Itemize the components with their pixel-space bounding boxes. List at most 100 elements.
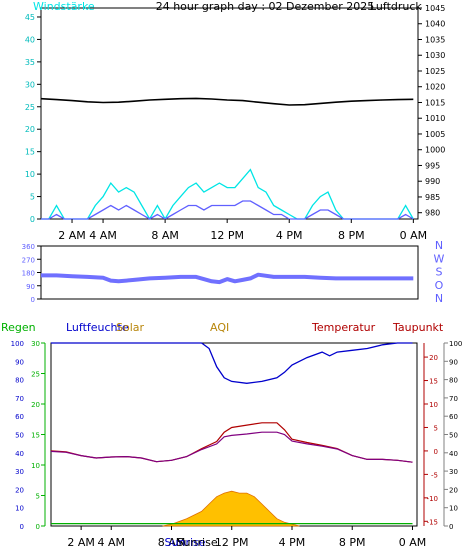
series-layer bbox=[50, 342, 413, 527]
direction-line bbox=[41, 272, 414, 285]
series-layer bbox=[41, 272, 414, 285]
right-tick-label: 980 bbox=[425, 209, 440, 218]
left-tick-label: 20 bbox=[25, 125, 35, 134]
right-tick-label: 1045 bbox=[425, 4, 445, 13]
x-tick-label: 12 PM bbox=[210, 229, 244, 242]
direction-tick-label: 0 bbox=[31, 296, 35, 304]
rain-tick-label: 10 bbox=[31, 462, 40, 470]
temp-tick-label: -15 bbox=[427, 518, 438, 526]
solar-tick-label: 100 bbox=[449, 340, 462, 348]
right-tick-label: 1040 bbox=[425, 20, 445, 29]
x-tick-label: 4 PM bbox=[279, 536, 306, 549]
left-tick-label: 30 bbox=[25, 80, 35, 89]
plot-area bbox=[40, 245, 419, 300]
series-line-taupunkt bbox=[50, 431, 413, 463]
climate-chart: Regen Luftfeuchte Solar AQI Temperatur T… bbox=[1, 321, 462, 549]
solar-tick-label: 0 bbox=[449, 523, 453, 531]
compass-label: W bbox=[434, 252, 445, 265]
right-tick-label: 995 bbox=[425, 161, 440, 170]
x-tick-label: 0 AM bbox=[400, 229, 428, 242]
temp-tick-label: -5 bbox=[431, 471, 438, 479]
x-tick-label: 0 AM bbox=[399, 536, 427, 549]
direction-tick-label: 90 bbox=[26, 283, 35, 291]
right-axis-ticks: 980 985 990 995 1000 1005 1010 1015 1020 1025 1030… bbox=[418, 4, 445, 218]
x-tick-label: 4 AM bbox=[89, 229, 117, 242]
direction-tick-label: 270 bbox=[22, 256, 35, 264]
rain-tick-label: 20 bbox=[31, 401, 40, 409]
right-tick-label: 1015 bbox=[425, 98, 445, 107]
left-tick-label: 25 bbox=[25, 103, 35, 112]
rain-tick-label: 0 bbox=[36, 523, 40, 531]
temp-tick-label: 20 bbox=[429, 354, 438, 362]
x-tick-label: 2 AM bbox=[67, 536, 95, 549]
humidity-tick-label: 100 bbox=[11, 340, 24, 348]
x-axis-ticks: 2 AM 4 AM 8 AM 12 PM 4 PM 8 PM 0 AM bbox=[67, 526, 426, 549]
solar-tick-label: 30 bbox=[449, 468, 458, 476]
left-axis-label: Windstärke bbox=[33, 0, 95, 13]
solar-tick-label: 50 bbox=[449, 432, 458, 440]
rain-tick-label: 5 bbox=[36, 493, 40, 501]
legend-aqi: AQI bbox=[210, 321, 229, 334]
legend-luftfeuchte: Luftfeuchte bbox=[66, 321, 129, 334]
solar-tick-label: 80 bbox=[449, 377, 458, 385]
direction-axis-ticks: 360 270 180 90 0 bbox=[22, 243, 41, 304]
rain-tick-label: 30 bbox=[31, 340, 40, 348]
right-tick-label: 990 bbox=[425, 177, 440, 186]
chart-title: 24 hour graph day : 02 Dezember 2025 bbox=[156, 0, 375, 13]
x-axis-ticks: 2 AM 4 AM 8 AM 12 PM 4 PM 8 PM 0 AM bbox=[58, 219, 427, 242]
legend-temperatur: Temperatur bbox=[311, 321, 376, 334]
legend-solar: Solar bbox=[116, 321, 145, 334]
humidity-tick-label: 90 bbox=[15, 358, 24, 366]
left-tick-label: 40 bbox=[25, 35, 35, 44]
left-tick-label: 5 bbox=[30, 193, 35, 202]
right-tick-label: 985 bbox=[425, 193, 440, 202]
humidity-tick-label: 30 bbox=[15, 468, 24, 476]
humidity-tick-label: 50 bbox=[15, 432, 24, 440]
humidity-tick-label: 80 bbox=[15, 377, 24, 385]
left-tick-label: 0 bbox=[30, 215, 35, 224]
solar-tick-label: 20 bbox=[449, 486, 458, 494]
solar-area bbox=[162, 490, 300, 527]
compass-label: O bbox=[435, 279, 444, 292]
x-tick-label: 4 PM bbox=[276, 229, 303, 242]
rain-tick-label: 15 bbox=[31, 432, 40, 440]
x-tick-label: 8 PM bbox=[338, 229, 365, 242]
sunrise-label: Sunrise bbox=[177, 536, 218, 549]
direction-tick-label: 180 bbox=[22, 270, 35, 278]
solar-tick-label: 10 bbox=[449, 505, 458, 513]
plot-area bbox=[40, 7, 419, 220]
right-tick-label: 1035 bbox=[425, 35, 445, 44]
series-line-luftfeuchte bbox=[51, 342, 413, 384]
right-tick-label: 1030 bbox=[425, 51, 445, 60]
temp-tick-label: -10 bbox=[427, 495, 438, 503]
solar-tick-label: 90 bbox=[449, 358, 458, 366]
solar-tick-label: 60 bbox=[449, 413, 458, 421]
temp-tick-label: 15 bbox=[429, 378, 438, 386]
temp-tick-label: 10 bbox=[429, 401, 438, 409]
temp-tick-label: 0 bbox=[434, 448, 438, 456]
right-tick-label: 1025 bbox=[425, 67, 445, 76]
right-tick-label: 1020 bbox=[425, 83, 445, 92]
rain-tick-label: 25 bbox=[31, 371, 40, 379]
compass-label: N bbox=[435, 239, 443, 252]
compass-label: N bbox=[435, 292, 443, 305]
humidity-tick-label: 60 bbox=[15, 413, 24, 421]
left-tick-label: 15 bbox=[25, 148, 35, 157]
x-tick-label: 12 PM bbox=[215, 536, 249, 549]
direction-tick-label: 360 bbox=[22, 243, 35, 251]
left-tick-label: 45 bbox=[25, 13, 35, 22]
legend-taupunkt: Taupunkt bbox=[392, 321, 444, 334]
left-tick-label: 10 bbox=[25, 170, 35, 179]
right-tick-label: 1010 bbox=[425, 114, 445, 123]
humidity-tick-label: 40 bbox=[15, 450, 24, 458]
solar-tick-label: 70 bbox=[449, 395, 458, 403]
x-tick-label: 4 AM bbox=[97, 536, 125, 549]
x-tick-label: 8 PM bbox=[339, 536, 366, 549]
right-axis-label: Luftdruck bbox=[370, 0, 422, 13]
humidity-tick-label: 0 bbox=[20, 523, 24, 531]
humidity-tick-label: 10 bbox=[15, 505, 24, 513]
